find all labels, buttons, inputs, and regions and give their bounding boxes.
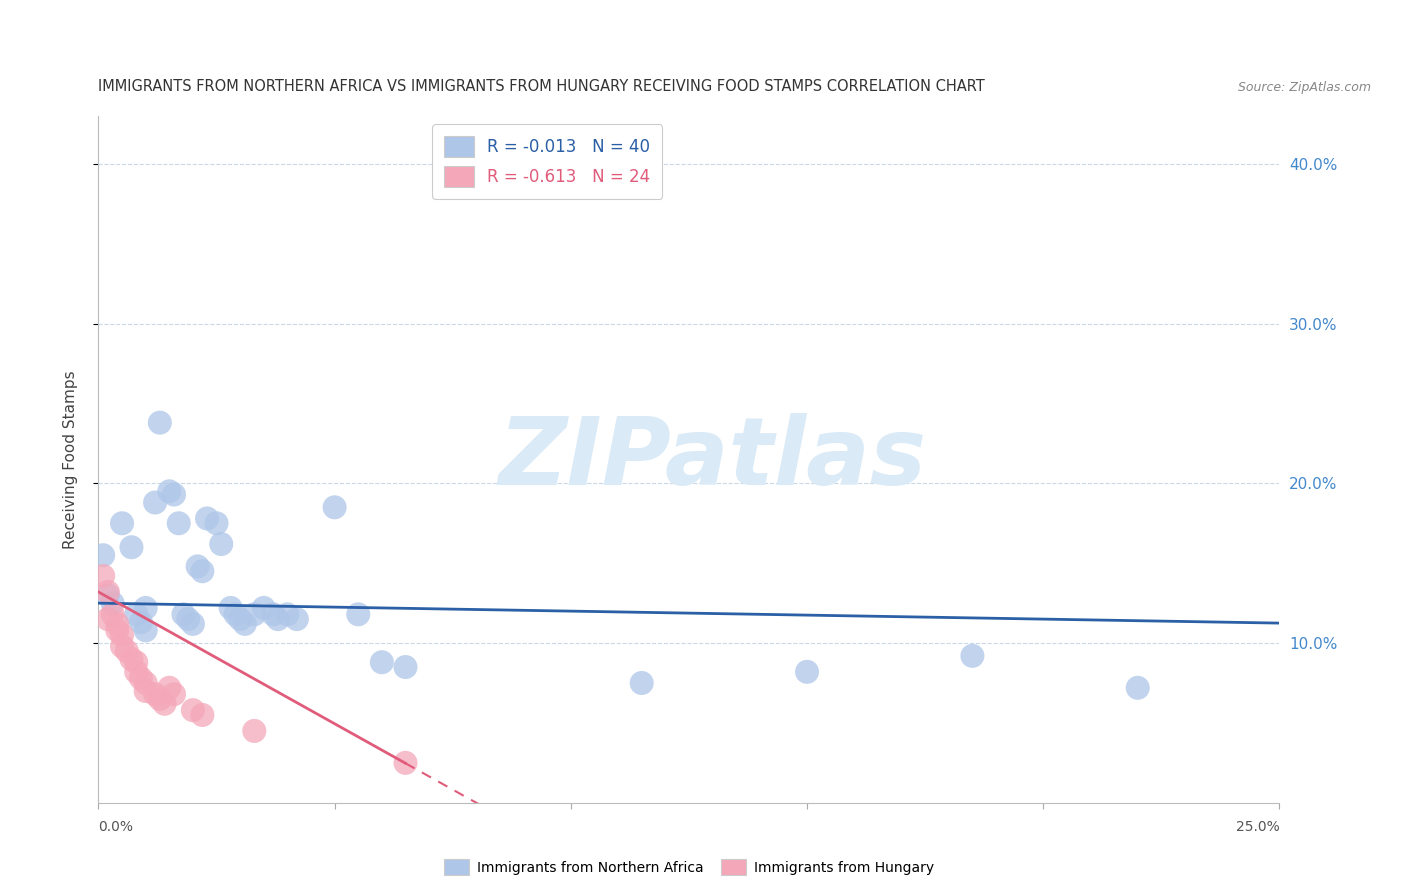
Point — [205, 516, 228, 531]
Point — [177, 612, 200, 626]
Text: Source: ZipAtlas.com: Source: ZipAtlas.com — [1237, 80, 1371, 94]
Point — [285, 612, 308, 626]
Point — [105, 616, 128, 631]
Point — [157, 681, 180, 695]
Point — [181, 703, 204, 717]
Point — [157, 484, 180, 499]
Point — [111, 640, 134, 654]
Point — [129, 615, 152, 630]
Point — [149, 416, 172, 430]
Point — [135, 676, 157, 690]
Text: 25.0%: 25.0% — [1236, 820, 1279, 834]
Point — [1126, 681, 1149, 695]
Point — [347, 607, 370, 622]
Point — [135, 684, 157, 698]
Point — [630, 676, 652, 690]
Point — [191, 564, 214, 578]
Point — [276, 607, 298, 622]
Point — [135, 624, 157, 638]
Point — [209, 537, 232, 551]
Point — [97, 585, 120, 599]
Y-axis label: Receiving Food Stamps: Receiving Food Stamps — [63, 370, 77, 549]
Point — [153, 697, 176, 711]
Point — [163, 687, 186, 701]
Text: ZIPatlas: ZIPatlas — [499, 413, 927, 506]
Point — [233, 616, 256, 631]
Legend: R = -0.013   N = 40, R = -0.613   N = 24: R = -0.013 N = 40, R = -0.613 N = 24 — [432, 124, 662, 199]
Point — [125, 655, 148, 669]
Point — [371, 655, 394, 669]
Point — [253, 601, 276, 615]
Point — [143, 687, 166, 701]
Point — [97, 588, 120, 602]
Point — [149, 692, 172, 706]
Point — [105, 624, 128, 638]
Point — [115, 644, 138, 658]
Point — [181, 616, 204, 631]
Text: IMMIGRANTS FROM NORTHERN AFRICA VS IMMIGRANTS FROM HUNGARY RECEIVING FOOD STAMPS: IMMIGRANTS FROM NORTHERN AFRICA VS IMMIG… — [98, 78, 986, 94]
Point — [219, 601, 242, 615]
Point — [962, 648, 984, 663]
Point — [243, 723, 266, 738]
Point — [191, 708, 214, 723]
Point — [129, 671, 152, 685]
Point — [167, 516, 190, 531]
Point — [323, 500, 346, 515]
Point — [224, 607, 246, 622]
Point — [101, 596, 124, 610]
Point — [91, 569, 114, 583]
Legend: Immigrants from Northern Africa, Immigrants from Hungary: Immigrants from Northern Africa, Immigra… — [439, 854, 939, 880]
Point — [262, 607, 284, 622]
Point — [796, 665, 818, 679]
Point — [111, 516, 134, 531]
Point — [243, 607, 266, 622]
Point — [91, 548, 114, 562]
Point — [125, 665, 148, 679]
Point — [97, 612, 120, 626]
Point — [163, 487, 186, 501]
Point — [135, 601, 157, 615]
Point — [121, 652, 143, 666]
Point — [143, 495, 166, 509]
Point — [229, 612, 252, 626]
Point — [111, 628, 134, 642]
Point — [101, 607, 124, 622]
Point — [125, 607, 148, 622]
Point — [187, 559, 209, 574]
Point — [394, 660, 416, 674]
Point — [121, 540, 143, 554]
Point — [172, 607, 194, 622]
Text: 0.0%: 0.0% — [98, 820, 134, 834]
Point — [394, 756, 416, 770]
Point — [195, 511, 218, 525]
Point — [267, 612, 290, 626]
